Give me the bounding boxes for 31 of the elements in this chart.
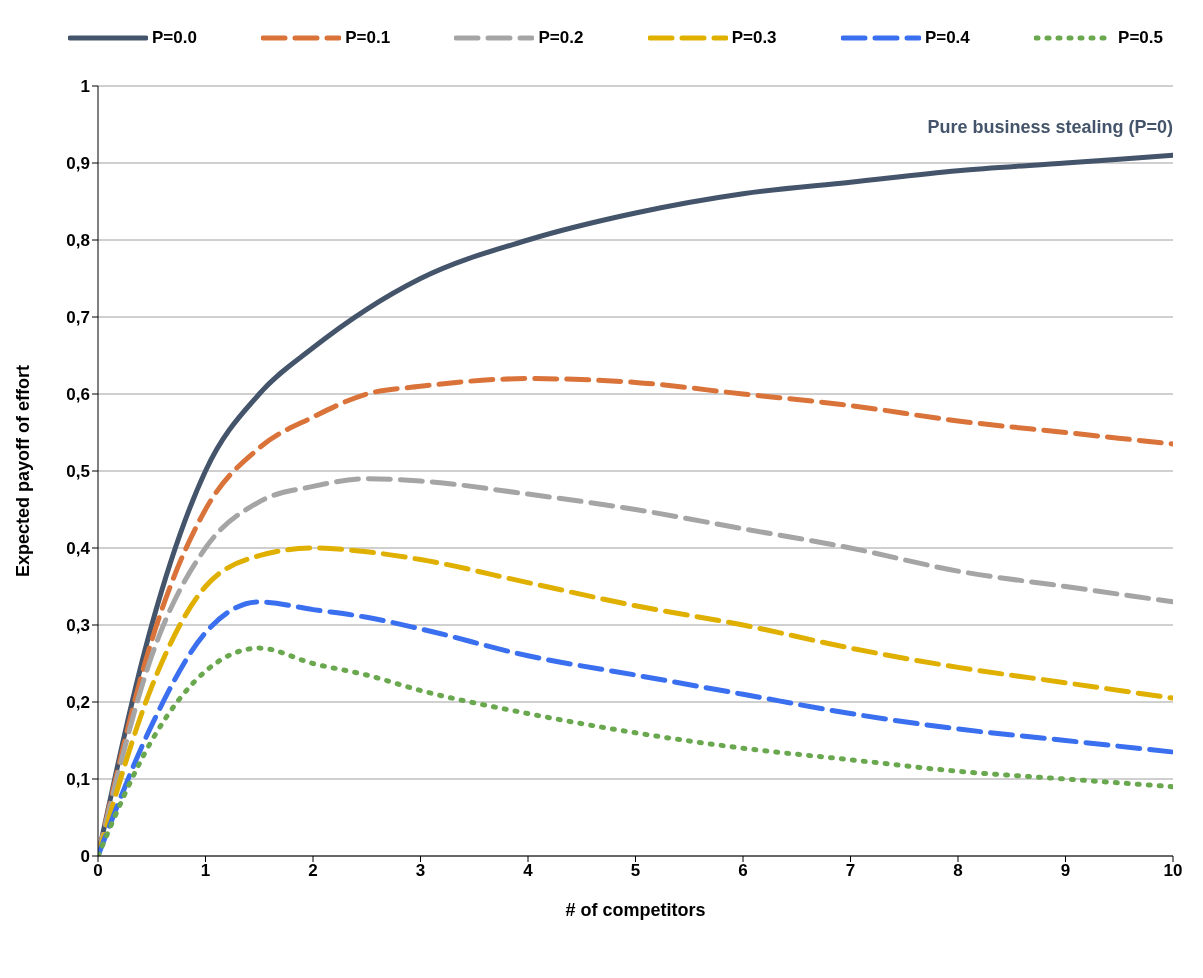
x-tick-label: 4: [523, 861, 534, 881]
y-tick-label: 0,5: [66, 462, 90, 482]
x-tick-label: 3: [415, 861, 426, 881]
x-tick-label: 6: [738, 861, 748, 881]
y-tick-label: 0,7: [66, 308, 90, 328]
y-tick-label: 0: [80, 847, 90, 867]
y-axis-title: Expected payoff of effort: [13, 364, 34, 578]
x-tick-label: 9: [1060, 861, 1071, 881]
y-tick-label: 0,3: [66, 616, 90, 636]
y-tick-label: 0,1: [66, 770, 90, 790]
y-tick-label: 0,2: [66, 693, 90, 713]
annotation: Pure business stealing (P=0): [927, 117, 1173, 138]
x-tick-label: 10: [1163, 861, 1183, 881]
x-tick-label: 7: [845, 861, 856, 881]
x-tick-label: 8: [953, 861, 963, 881]
x-tick-label: 2: [308, 861, 318, 881]
legend-label: P=0.3: [730, 28, 777, 48]
y-tick-label: 1: [80, 77, 90, 97]
x-tick-label: 0: [93, 861, 103, 881]
x-tick-label: 5: [630, 861, 641, 881]
legend-label: P=0.4: [923, 28, 970, 48]
legend-label: P=0.1: [344, 28, 391, 48]
legend-label: P=0.2: [537, 28, 584, 48]
x-axis-title: # of competitors: [565, 900, 706, 920]
y-tick-label: 0,4: [66, 539, 91, 559]
y-tick-label: 0,6: [66, 385, 90, 405]
y-tick-label: 0,9: [66, 154, 90, 174]
x-tick-label: 1: [200, 861, 211, 881]
legend-label: P=0.5: [1117, 28, 1163, 48]
legend-label: P=0.0: [151, 28, 197, 48]
y-tick-label: 0,8: [66, 231, 90, 251]
